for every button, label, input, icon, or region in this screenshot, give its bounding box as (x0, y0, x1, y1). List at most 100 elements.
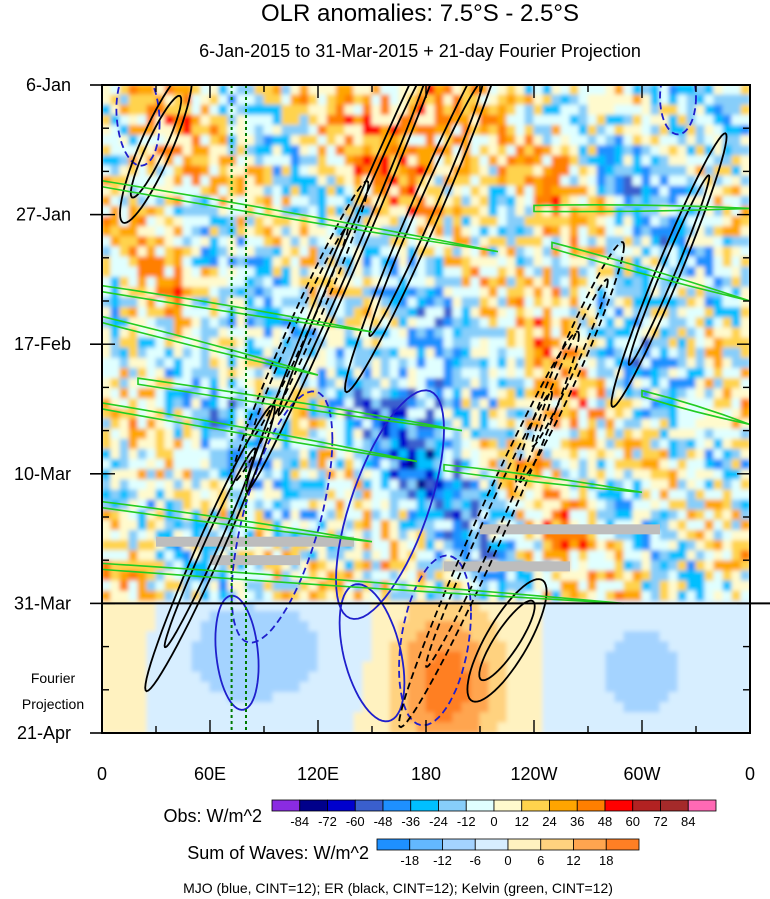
olr-cell (443, 722, 454, 733)
olr-cell (488, 428, 499, 440)
olr-cell (317, 449, 328, 461)
olr-cell (443, 276, 454, 288)
olr-cell (524, 256, 535, 268)
olr-cell (488, 216, 499, 228)
olr-cell (389, 722, 400, 733)
olr-cell (623, 671, 634, 683)
olr-cell (398, 459, 409, 471)
olr-cell (290, 408, 301, 420)
olr-cell (506, 307, 517, 319)
projection-label-line2: Projection (22, 696, 84, 712)
olr-cell (191, 560, 202, 572)
olr-cell (614, 125, 625, 137)
olr-cell (191, 418, 202, 430)
olr-cell (281, 661, 292, 673)
olr-cell (605, 175, 616, 187)
olr-cell (677, 276, 688, 288)
olr-cell (272, 580, 283, 592)
olr-cell (272, 195, 283, 207)
olr-cell (605, 600, 616, 612)
olr-cell (317, 327, 328, 339)
olr-cell (560, 631, 571, 643)
olr-cell (677, 347, 688, 359)
olr-cell (524, 246, 535, 258)
olr-cell (200, 327, 211, 339)
er-contour (610, 132, 728, 408)
olr-cell (290, 297, 301, 309)
olr-cell (155, 519, 166, 531)
olr-cell (533, 357, 544, 369)
olr-cell (164, 378, 175, 390)
olr-cell (560, 580, 571, 592)
olr-cell (110, 651, 121, 663)
olr-cell (542, 641, 553, 653)
olr-cell (146, 550, 157, 562)
olr-cell (542, 428, 553, 440)
olr-cell (308, 590, 319, 602)
olr-cell (191, 195, 202, 207)
olr-cell (209, 256, 220, 268)
olr-cell (443, 378, 454, 390)
olr-cell (209, 276, 220, 288)
olr-cell (308, 489, 319, 501)
olr-cell (182, 368, 193, 380)
olr-cell (524, 550, 535, 562)
olr-cell (102, 722, 112, 733)
olr-cell (605, 580, 616, 592)
olr-cell (290, 216, 301, 228)
olr-cell (416, 479, 427, 491)
olr-cell (299, 509, 310, 521)
olr-cell (146, 125, 157, 137)
olr-cell (155, 368, 166, 380)
olr-cell (281, 499, 292, 511)
olr-cell (650, 681, 661, 693)
olr-cell (425, 459, 436, 471)
waves-colorbar-tick-label: 12 (566, 853, 580, 868)
olr-cell (677, 428, 688, 440)
olr-cell (596, 408, 607, 420)
olr-cell (731, 570, 742, 582)
olr-cell (497, 489, 508, 501)
olr-cell (560, 85, 571, 96)
olr-cell (119, 297, 130, 309)
olr-cell (497, 469, 508, 481)
olr-cell (263, 85, 274, 96)
olr-cell (668, 317, 679, 329)
olr-cell (578, 540, 589, 552)
olr-cell (497, 408, 508, 420)
olr-cell (407, 368, 418, 380)
kelvin-contour (102, 284, 373, 333)
olr-cell (173, 550, 184, 562)
olr-cell (605, 185, 616, 197)
olr-cell (281, 580, 292, 592)
olr-cell (263, 145, 274, 157)
obs-colorbar-swatch (604, 799, 634, 812)
olr-cell (272, 631, 283, 643)
olr-cell (236, 297, 247, 309)
olr-cell (164, 85, 175, 96)
olr-cell (281, 357, 292, 369)
olr-cell (146, 418, 157, 430)
olr-cell (650, 195, 661, 207)
olr-cell (317, 388, 328, 400)
olr-cell (245, 712, 256, 724)
olr-cell (380, 651, 391, 663)
olr-cell (704, 428, 715, 440)
olr-cell (245, 307, 256, 319)
olr-cell (731, 621, 742, 633)
olr-cell (623, 276, 634, 288)
olr-cell (371, 509, 382, 521)
olr-cell (119, 378, 130, 390)
olr-cell (704, 570, 715, 582)
olr-cell (461, 114, 472, 126)
olr-cell (326, 398, 337, 410)
olr-cell (326, 590, 337, 602)
olr-cell (200, 378, 211, 390)
olr-cell (443, 297, 454, 309)
olr-cell (137, 418, 148, 430)
olr-cell (578, 408, 589, 420)
olr-cell (308, 641, 319, 653)
olr-cell (731, 347, 742, 359)
olr-cell (425, 307, 436, 319)
olr-cell (263, 681, 274, 693)
